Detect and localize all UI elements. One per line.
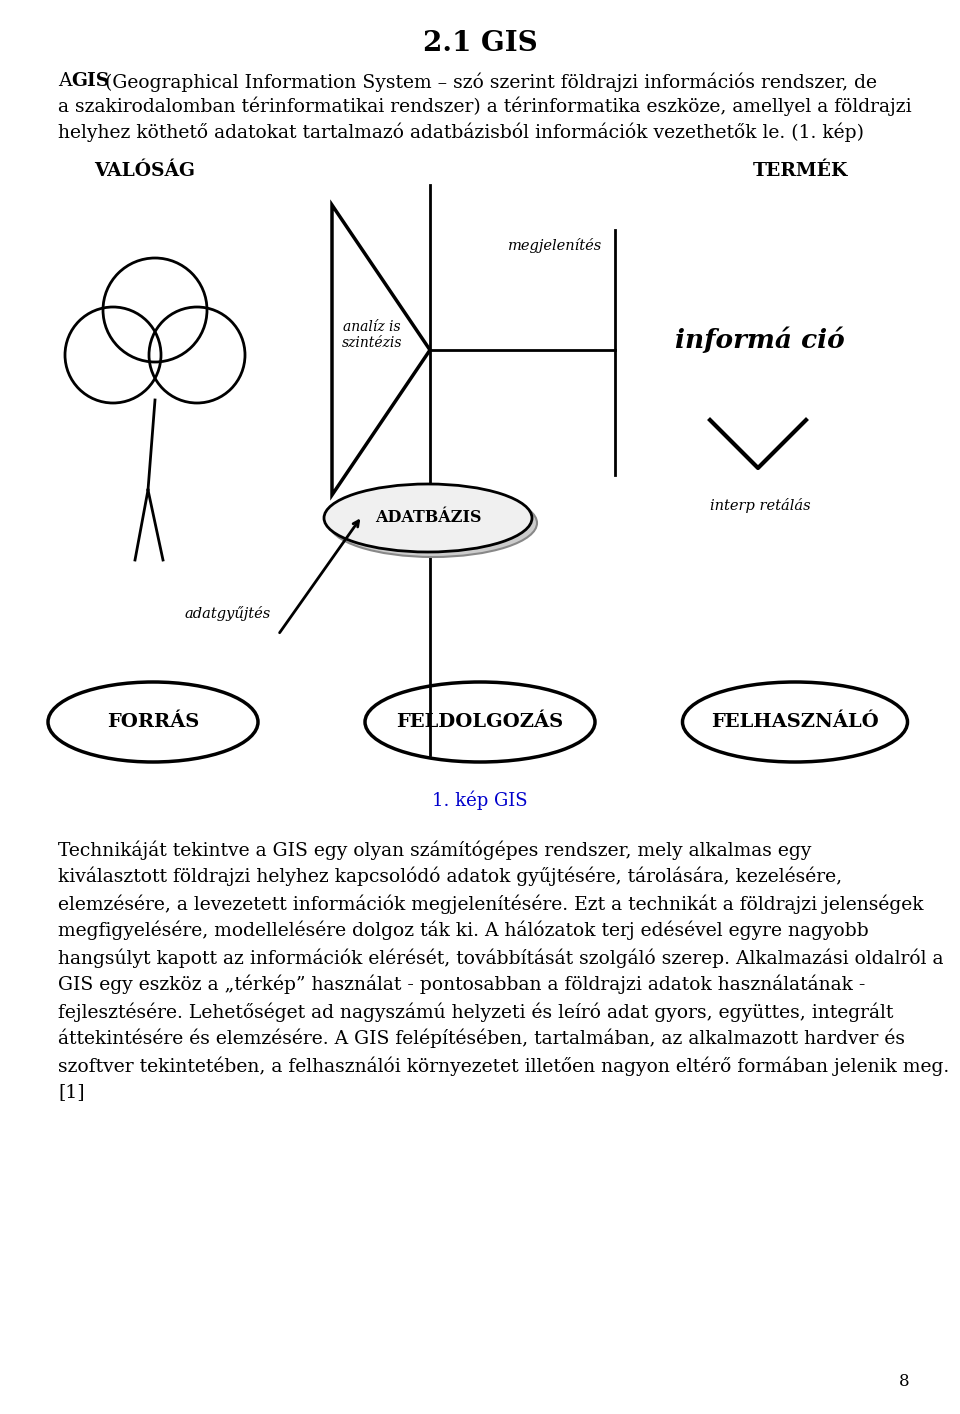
- Text: interp retálás: interp retálás: [709, 498, 810, 513]
- Text: FELDOLGOZÁS: FELDOLGOZÁS: [396, 713, 564, 731]
- Text: VALÓSÁG: VALÓSÁG: [94, 163, 196, 180]
- Text: szoftver tekintetében, a felhasználói környezetet illetően nagyon eltérő formába: szoftver tekintetében, a felhasználói kö…: [58, 1056, 949, 1076]
- Text: TERMÉK: TERMÉK: [753, 163, 848, 180]
- Text: helyhez köthető adatokat tartalmazó adatbázisból információk vezethetők le. (1. : helyhez köthető adatokat tartalmazó adat…: [58, 122, 864, 141]
- Text: áttekintésére és elemzésére. A GIS felépítésében, tartalmában, az alkalmazott ha: áttekintésére és elemzésére. A GIS felép…: [58, 1029, 905, 1049]
- Text: FORRÁS: FORRÁS: [107, 713, 199, 731]
- Text: informá ció: informá ció: [675, 327, 845, 354]
- Text: adatgyűjtés: adatgyűjtés: [185, 607, 271, 621]
- Text: Technikáját tekintve a GIS egy olyan számítógépes rendszer, mely alkalmas egy: Technikáját tekintve a GIS egy olyan szá…: [58, 840, 811, 860]
- Text: FELHASZNÁLÓ: FELHASZNÁLÓ: [711, 713, 878, 731]
- Ellipse shape: [324, 484, 532, 551]
- Ellipse shape: [329, 489, 537, 557]
- Text: A: A: [58, 72, 78, 90]
- Text: kiválasztott földrajzi helyhez kapcsolódó adatok gyűjtésére, tárolására, kezelés: kiválasztott földrajzi helyhez kapcsolód…: [58, 867, 842, 887]
- Text: hangsúlyt kapott az információk elérését, továbbítását szolgáló szerep. Alkalmaz: hangsúlyt kapott az információk elérését…: [58, 947, 944, 967]
- Text: GIS: GIS: [71, 72, 109, 90]
- Text: ADATBÁZIS: ADATBÁZIS: [374, 509, 481, 526]
- Text: elemzésére, a levezetett információk megjelenítésére. Ezt a technikát a földrajz: elemzésére, a levezetett információk meg…: [58, 894, 924, 913]
- Text: 1. kép GIS: 1. kép GIS: [432, 790, 528, 809]
- Text: megfigyelésére, modellelésére dolgoz ták ki. A hálózatok terj edésével egyre nag: megfigyelésére, modellelésére dolgoz ták…: [58, 921, 869, 940]
- Text: 8: 8: [900, 1373, 910, 1390]
- Text: analíz is
szintézis: analíz is szintézis: [342, 320, 402, 351]
- Text: [1]: [1]: [58, 1083, 84, 1102]
- Text: GIS egy eszköz a „térkép” használat - pontosabban a földrajzi adatok használatán: GIS egy eszköz a „térkép” használat - po…: [58, 976, 865, 994]
- Text: a szakirodalomban térinformatikai rendszer) a térinformatika eszköze, amellyel a: a szakirodalomban térinformatikai rendsz…: [58, 98, 912, 116]
- Text: (Geographical Information System – szó szerint földrajzi információs rendszer, d: (Geographical Information System – szó s…: [99, 72, 877, 92]
- Text: fejlesztésére. Lehetőséget ad nagyszámú helyzeti és leíró adat gyors, együttes, : fejlesztésére. Lehetőséget ad nagyszámú …: [58, 1003, 894, 1021]
- Text: 2.1 GIS: 2.1 GIS: [422, 30, 538, 57]
- Text: megjelenítés: megjelenítés: [508, 238, 602, 253]
